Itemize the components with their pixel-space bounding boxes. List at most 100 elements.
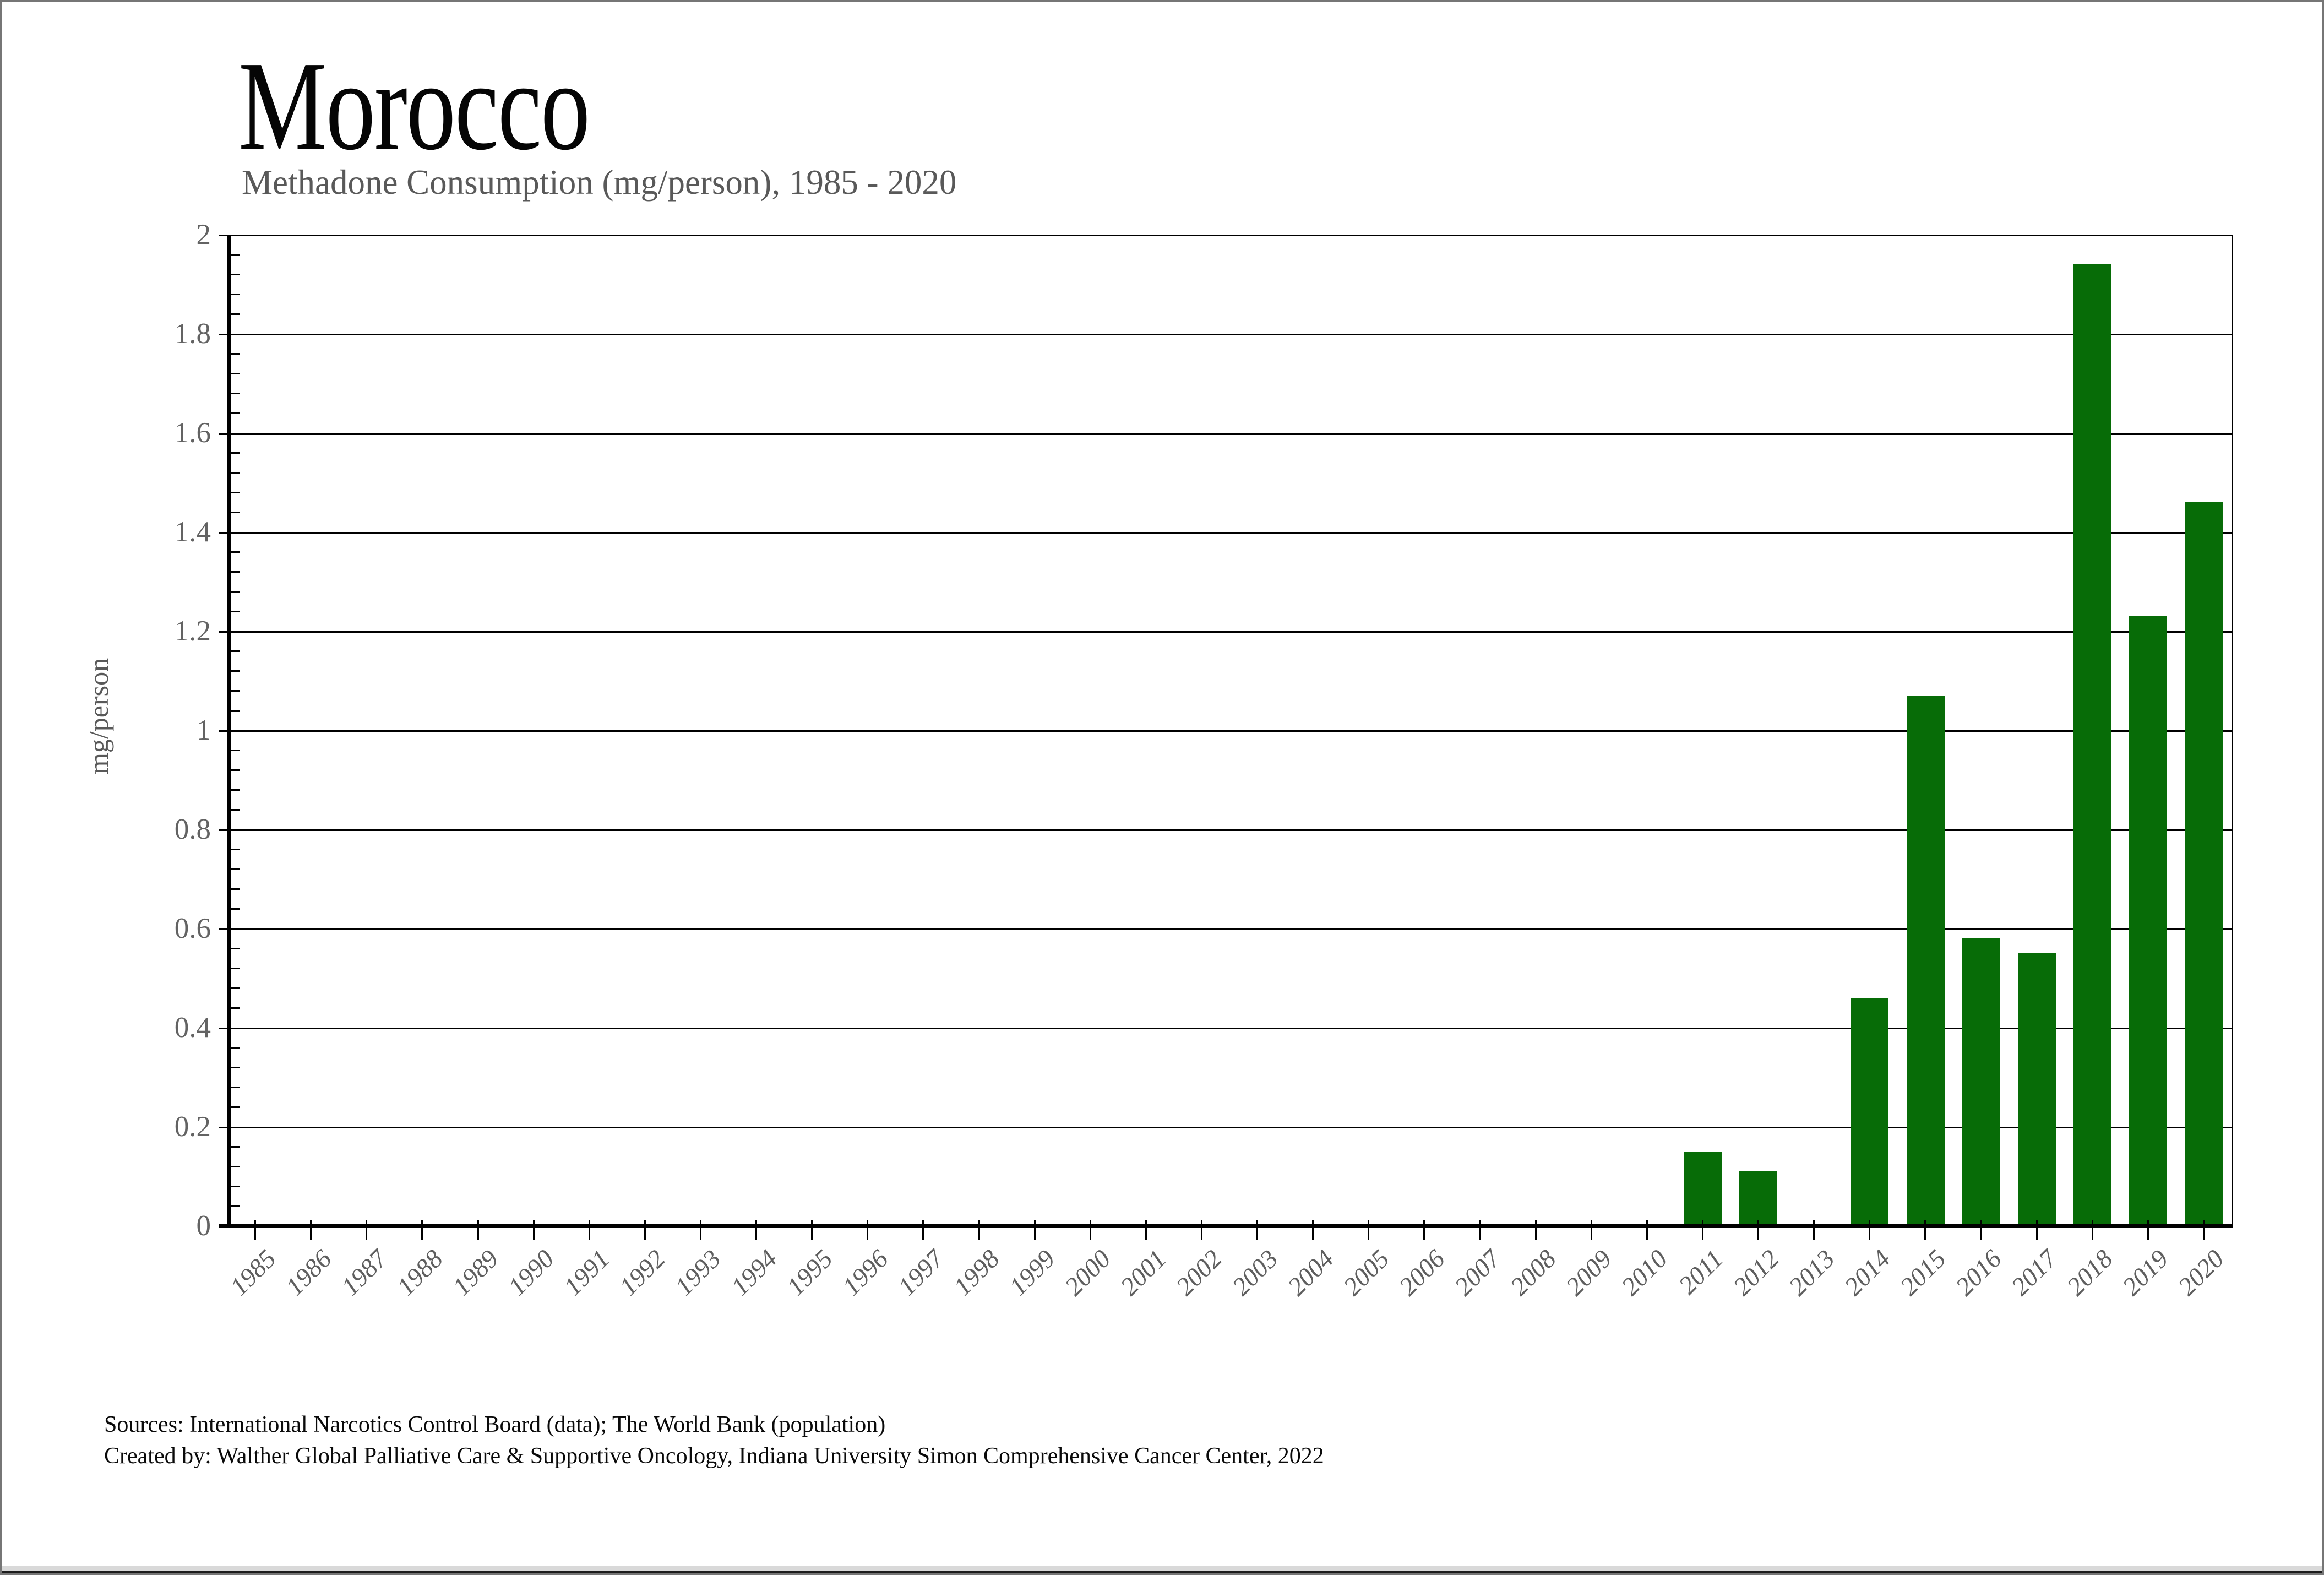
x-tick-2009 <box>1590 1220 1592 1240</box>
bar-2019 <box>2129 616 2167 1226</box>
x-tick-2016 <box>1980 1220 1982 1240</box>
x-tick-1985 <box>254 1220 257 1240</box>
y-minor-tick <box>231 452 240 454</box>
y-minor-tick <box>231 948 240 949</box>
y-tick-label-1.2: 1.2 <box>174 615 211 647</box>
y-minor-tick <box>231 987 240 989</box>
y-minor-tick <box>231 412 240 414</box>
x-tick-1991 <box>588 1220 590 1240</box>
x-tick-1998 <box>978 1220 980 1240</box>
y-minor-tick <box>231 868 240 870</box>
x-tick-1990 <box>532 1220 535 1240</box>
x-tick-label-1994: 1994 <box>725 1244 783 1301</box>
x-tick-label-2006: 2006 <box>1394 1244 1451 1301</box>
x-tick-label-2011: 2011 <box>1673 1244 1729 1300</box>
bar-2016 <box>1962 938 2000 1226</box>
y-tick-label-2: 2 <box>196 219 211 251</box>
y-minor-tick <box>231 968 240 969</box>
x-tick-label-2004: 2004 <box>1282 1244 1340 1301</box>
y-minor-tick <box>231 789 240 791</box>
chart-subtitle: Methadone Consumption (mg/person), 1985 … <box>242 163 957 202</box>
x-tick-label-1991: 1991 <box>558 1244 616 1301</box>
x-tick-label-1989: 1989 <box>447 1244 504 1301</box>
x-tick-label-1986: 1986 <box>280 1244 338 1301</box>
source-line-1: Sources: International Narcotics Control… <box>104 1412 886 1437</box>
x-tick-label-1985: 1985 <box>224 1244 282 1301</box>
x-tick-label-1995: 1995 <box>781 1244 839 1301</box>
x-tick-label-2018: 2018 <box>2061 1244 2119 1301</box>
x-tick-2011 <box>1701 1220 1703 1240</box>
y-minor-tick <box>231 908 240 910</box>
y-minor-tick <box>231 1007 240 1009</box>
gridline-1.6 <box>219 433 2233 435</box>
x-tick-1986 <box>310 1220 312 1240</box>
x-tick-2002 <box>1200 1220 1202 1240</box>
x-tick-2005 <box>1368 1220 1370 1240</box>
x-tick-1999 <box>1033 1220 1036 1240</box>
y-minor-tick <box>231 888 240 890</box>
y-tick-label-0.6: 0.6 <box>174 913 211 944</box>
y-minor-tick <box>231 769 240 771</box>
y-minor-tick <box>231 294 240 295</box>
y-minor-tick <box>231 1166 240 1167</box>
x-tick-1989 <box>477 1220 479 1240</box>
x-tick-label-2005: 2005 <box>1338 1244 1395 1301</box>
x-tick-1992 <box>644 1220 646 1240</box>
x-tick-label-2019: 2019 <box>2117 1244 2174 1301</box>
x-tick-label-2001: 2001 <box>1115 1244 1172 1301</box>
y-minor-tick <box>231 809 240 811</box>
y-minor-tick <box>231 750 240 751</box>
gridline-1.4 <box>219 532 2233 534</box>
y-tick-label-0.2: 0.2 <box>174 1111 211 1143</box>
x-tick-2000 <box>1089 1220 1091 1240</box>
x-tick-label-2014: 2014 <box>1839 1244 1896 1301</box>
bar-2014 <box>1851 998 1888 1226</box>
x-tick-label-2002: 2002 <box>1171 1244 1228 1301</box>
y-minor-tick <box>231 650 240 652</box>
gridline-1 <box>219 730 2233 732</box>
y-minor-tick <box>231 1087 240 1088</box>
y-minor-tick <box>231 551 240 553</box>
x-tick-2013 <box>1813 1220 1815 1240</box>
y-minor-tick <box>231 1186 240 1187</box>
y-minor-tick <box>231 690 240 692</box>
y-tick-label-1.8: 1.8 <box>174 318 211 350</box>
y-minor-tick <box>231 472 240 474</box>
x-tick-label-1992: 1992 <box>614 1244 671 1301</box>
bar-2020 <box>2185 502 2223 1226</box>
source-block: Sources: International Narcotics Control… <box>104 1409 1324 1472</box>
x-tick-2019 <box>2147 1220 2149 1240</box>
y-minor-tick <box>231 373 240 374</box>
gridline-1.2 <box>219 631 2233 633</box>
x-tick-label-1987: 1987 <box>336 1244 393 1301</box>
y-minor-tick <box>231 670 240 672</box>
y-minor-tick <box>231 274 240 275</box>
y-minor-tick <box>231 254 240 256</box>
y-minor-tick <box>231 710 240 712</box>
x-tick-label-2020: 2020 <box>2173 1244 2230 1301</box>
x-tick-label-2016: 2016 <box>1950 1244 2007 1301</box>
x-tick-label-1998: 1998 <box>948 1244 1005 1301</box>
x-tick-label-1999: 1999 <box>1004 1244 1061 1301</box>
y-minor-tick <box>231 611 240 612</box>
bar-2012 <box>1739 1171 1777 1226</box>
y-minor-tick <box>231 313 240 315</box>
y-tick-label-1: 1 <box>196 714 211 746</box>
x-tick-1996 <box>867 1220 869 1240</box>
x-tick-label-2013: 2013 <box>1783 1244 1841 1301</box>
x-tick-label-1996: 1996 <box>837 1244 894 1301</box>
gridline-0.8 <box>219 829 2233 831</box>
y-tick-label-0.8: 0.8 <box>174 813 211 845</box>
gridline-1.8 <box>219 334 2233 335</box>
gridline-0.6 <box>219 928 2233 930</box>
window-bottom-edge <box>2 1566 2322 1573</box>
gridline-0.2 <box>219 1127 2233 1128</box>
x-tick-2012 <box>1757 1220 1760 1240</box>
y-minor-tick <box>231 1067 240 1068</box>
x-tick-1997 <box>922 1220 924 1240</box>
gridline-0.4 <box>219 1028 2233 1029</box>
x-tick-2003 <box>1256 1220 1259 1240</box>
y-minor-tick <box>231 1205 240 1207</box>
x-tick-2018 <box>2091 1220 2093 1240</box>
